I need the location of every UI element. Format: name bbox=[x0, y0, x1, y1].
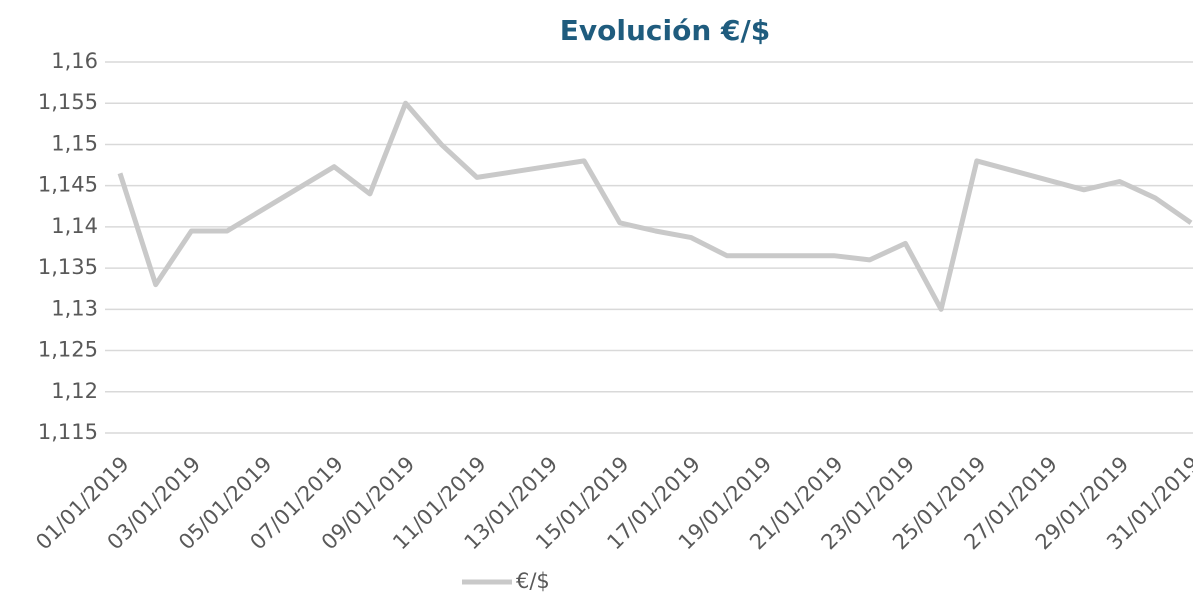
y-tick-label: 1,115 bbox=[38, 420, 98, 444]
legend-label: €/$ bbox=[516, 569, 550, 593]
chart-title: Evolución €/$ bbox=[560, 14, 770, 47]
y-tick-label: 1,13 bbox=[51, 296, 98, 320]
y-tick-label: 1,16 bbox=[51, 49, 98, 73]
y-tick-label: 1,12 bbox=[51, 379, 98, 403]
y-tick-label: 1,15 bbox=[51, 131, 98, 155]
line-series bbox=[117, 100, 1193, 312]
y-tick-label: 1,14 bbox=[51, 214, 98, 238]
y-tick-label: 1,135 bbox=[38, 255, 98, 279]
y-tick-label: 1,155 bbox=[38, 90, 98, 114]
y-tick-label: 1,125 bbox=[38, 338, 98, 362]
y-tick-label: 1,145 bbox=[38, 173, 98, 197]
